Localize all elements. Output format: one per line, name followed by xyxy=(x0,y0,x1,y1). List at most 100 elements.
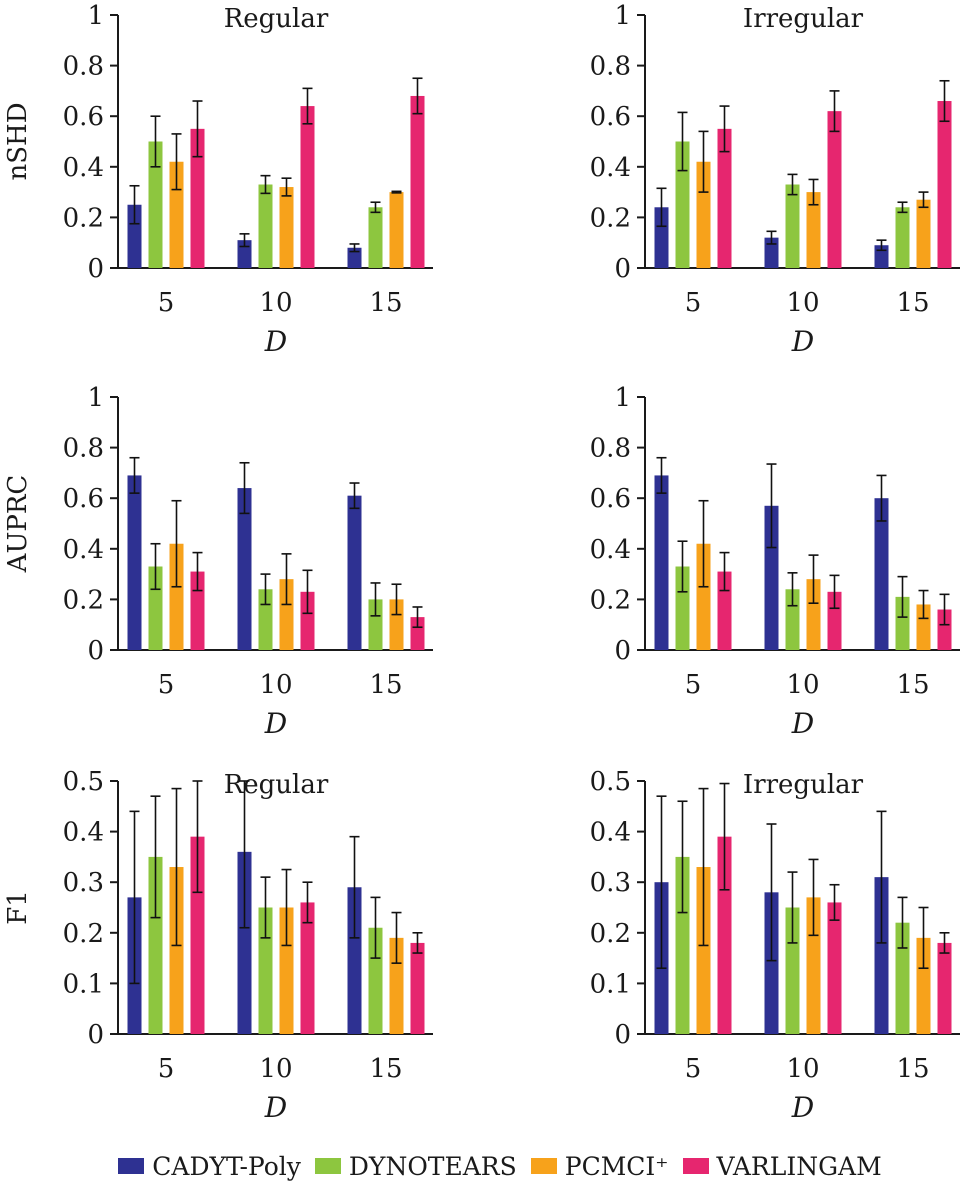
bar xyxy=(675,566,690,650)
bar xyxy=(347,887,362,1034)
legend-label-pcmci: PCMCI⁺ xyxy=(564,1151,669,1181)
y-axis-label: nSHD xyxy=(3,102,33,180)
panel-title: Irregular xyxy=(743,770,864,800)
bar xyxy=(347,247,362,268)
bar xyxy=(389,937,404,1034)
bar xyxy=(764,892,779,1034)
y-tick-label: 0.2 xyxy=(590,203,631,233)
bar xyxy=(237,851,252,1034)
bar xyxy=(389,192,404,268)
legend-label-dynotears: DYNOTEARS xyxy=(348,1151,517,1181)
y-tick-label: 0.5 xyxy=(63,767,104,797)
y-axis-label: F1 xyxy=(3,890,33,925)
bar xyxy=(717,128,732,268)
bar xyxy=(675,141,690,268)
y-tick-label: 0.4 xyxy=(590,535,631,565)
bar xyxy=(785,907,800,1034)
bar xyxy=(895,922,910,1034)
x-tick-label: 10 xyxy=(259,1054,292,1084)
x-tick-label: 15 xyxy=(896,670,929,700)
x-tick-label: 15 xyxy=(369,288,402,318)
bar xyxy=(764,505,779,650)
bar xyxy=(148,141,163,268)
panel-3: 00.20.40.60.815 10 15D xyxy=(590,383,960,740)
y-tick-label: 0.1 xyxy=(63,969,104,999)
bar xyxy=(279,907,294,1034)
bar xyxy=(300,106,315,268)
x-tick-label: 5 xyxy=(685,670,702,700)
y-tick-label: 0.4 xyxy=(590,153,631,183)
x-tick-label: 15 xyxy=(369,1054,402,1084)
bar xyxy=(785,184,800,268)
bar xyxy=(148,566,163,650)
bar xyxy=(827,591,842,650)
y-tick-label: 0.8 xyxy=(63,434,104,464)
bar xyxy=(895,596,910,650)
bar xyxy=(654,207,669,268)
y-tick-label: 1 xyxy=(614,1,631,31)
bar xyxy=(190,128,205,268)
x-axis-label: D xyxy=(791,325,814,358)
y-tick-label: 0 xyxy=(614,254,631,284)
bar xyxy=(806,897,821,1034)
x-axis-label: D xyxy=(791,1091,814,1124)
y-tick-label: 0.4 xyxy=(590,818,631,848)
bar xyxy=(368,927,383,1034)
bar xyxy=(258,184,273,268)
y-tick-label: 1 xyxy=(87,383,104,413)
bar xyxy=(717,836,732,1034)
bar xyxy=(279,187,294,268)
y-tick-label: 0.8 xyxy=(590,52,631,82)
x-tick-label: 10 xyxy=(786,670,819,700)
bar xyxy=(190,836,205,1034)
y-tick-label: 0.2 xyxy=(590,919,631,949)
bar xyxy=(764,237,779,268)
bar xyxy=(237,488,252,650)
y-tick-label: 1 xyxy=(614,383,631,413)
bar xyxy=(937,101,952,269)
legend-item-varlingam: VARLINGAM xyxy=(682,1152,882,1181)
y-tick-label: 1 xyxy=(87,1,104,31)
y-tick-label: 0.6 xyxy=(590,102,631,132)
legend-item-dynotears: DYNOTEARS xyxy=(314,1151,517,1181)
x-axis-label: D xyxy=(264,707,287,740)
x-tick-label: 10 xyxy=(259,670,292,700)
panel-title: Regular xyxy=(224,4,329,34)
bar xyxy=(806,579,821,650)
x-tick-label: 5 xyxy=(685,288,702,318)
bar xyxy=(916,937,931,1034)
bar xyxy=(696,543,711,650)
legend-swatch-dynotears xyxy=(314,1158,341,1174)
bar xyxy=(169,543,184,650)
y-tick-label: 0.3 xyxy=(63,868,104,898)
y-tick-label: 0.2 xyxy=(63,919,104,949)
panel-title: Irregular xyxy=(743,4,864,34)
panel-4: 0 0.1 0.2 0.3 0.4 0.5 5 10 15 D Regular F1 xyxy=(3,767,433,1124)
bar xyxy=(300,902,315,1034)
x-tick-label: 5 xyxy=(685,1054,702,1084)
legend-item-cadyt-poly: CADYT-Poly xyxy=(118,1152,301,1181)
x-axis-label: D xyxy=(791,707,814,740)
y-tick-label: 0.5 xyxy=(590,767,631,797)
x-tick-label: 5 xyxy=(158,288,175,318)
x-tick-label: 15 xyxy=(369,670,402,700)
y-tick-label: 0.2 xyxy=(590,585,631,615)
bar xyxy=(675,856,690,1034)
x-tick-label: 5 xyxy=(158,670,175,700)
x-tick-label: 15 xyxy=(896,288,929,318)
bar xyxy=(169,867,184,1034)
x-axis-label: D xyxy=(264,1091,287,1124)
y-tick-label: 0.3 xyxy=(590,868,631,898)
bar xyxy=(127,204,142,268)
panel-title: Regular xyxy=(224,770,329,800)
bar xyxy=(410,617,425,650)
bar xyxy=(279,579,294,650)
legend: CADYT-Poly DYNOTEARS PCMCI⁺ VARLINGAM xyxy=(60,1146,940,1186)
panel-5: 0 0.1 0.2 0.3 0.4 0.5 5 10 15 D Irregular xyxy=(590,767,960,1124)
y-tick-label: 0.6 xyxy=(63,102,104,132)
y-tick-label: 0.6 xyxy=(590,484,631,514)
bar xyxy=(169,161,184,268)
bar xyxy=(874,498,889,650)
bar xyxy=(300,591,315,650)
